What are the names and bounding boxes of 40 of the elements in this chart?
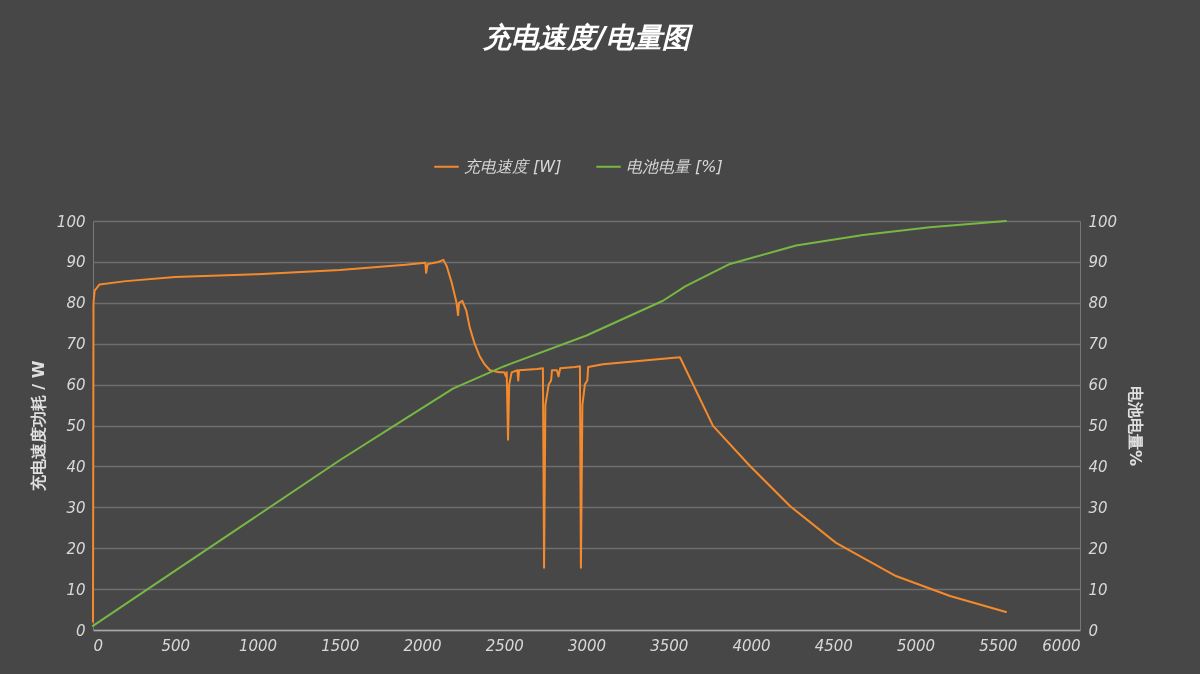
x-tick-label: 1500 [321,636,360,655]
y2-tick-label: 20 [1088,539,1108,558]
legend-label: 电池电量 [%] [626,156,723,176]
y-tick-label: 60 [66,376,86,395]
y-tick-label: 50 [66,417,86,435]
y2-tick-label: 50 [1088,417,1108,435]
y-tick-label: 10 [66,580,86,599]
y-tick-label: 30 [66,498,86,517]
y2-tick-label: 60 [1088,376,1108,395]
x-tick-label: 500 [161,636,191,655]
x-tick-label: 3000 [567,636,607,655]
x-tick-label: 2500 [485,636,524,655]
y-tick-label: 70 [66,335,86,354]
legend-label: 充电速度 [W] [464,156,562,176]
chart-title: 充电速度/电量图 [482,21,694,54]
y2-tick-label: 80 [1088,294,1108,313]
y2-tick-label: 70 [1088,335,1108,354]
y-tick-label: 80 [66,294,86,313]
x-tick-label: 2000 [403,636,442,655]
y2-tick-label: 30 [1088,498,1108,517]
y-tick-label: 0 [75,621,86,640]
y-tick-label: 20 [66,539,86,558]
y2-tick-label: 90 [1088,253,1108,272]
x-tick-label: 6000 [1042,636,1081,655]
y-tick-label: 40 [66,457,86,476]
y-tick-label: 90 [66,253,86,272]
y2-axis-title: 电池电量% [1126,385,1146,467]
x-tick-label: 5000 [896,636,936,655]
y2-tick-label: 100 [1088,212,1118,231]
y-axis-title: 充电速度功耗 / W [28,360,48,493]
y2-tick-label: 10 [1088,580,1108,599]
x-tick-label: 4500 [814,636,853,655]
x-tick-label: 3500 [650,636,689,655]
x-tick-label: 5500 [979,636,1018,655]
y2-tick-label: 40 [1088,457,1108,476]
y-tick-label: 100 [56,212,86,231]
y2-tick-label: 0 [1088,621,1099,640]
x-tick-label: 0 [93,636,104,655]
x-tick-label: 4000 [732,636,771,655]
x-tick-label: 1000 [238,636,278,655]
